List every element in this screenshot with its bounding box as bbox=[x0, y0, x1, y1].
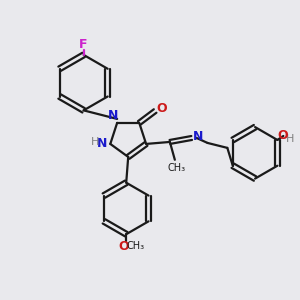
Text: N: N bbox=[97, 137, 108, 150]
Text: N: N bbox=[108, 110, 119, 122]
Text: O: O bbox=[157, 101, 167, 115]
Text: CH₃: CH₃ bbox=[126, 241, 144, 251]
Text: H: H bbox=[286, 134, 295, 144]
Text: F: F bbox=[80, 38, 88, 52]
Text: CH₃: CH₃ bbox=[168, 163, 186, 173]
Text: H: H bbox=[91, 137, 100, 147]
Text: N: N bbox=[192, 130, 203, 143]
Text: O: O bbox=[118, 240, 129, 253]
Text: O: O bbox=[277, 128, 288, 142]
